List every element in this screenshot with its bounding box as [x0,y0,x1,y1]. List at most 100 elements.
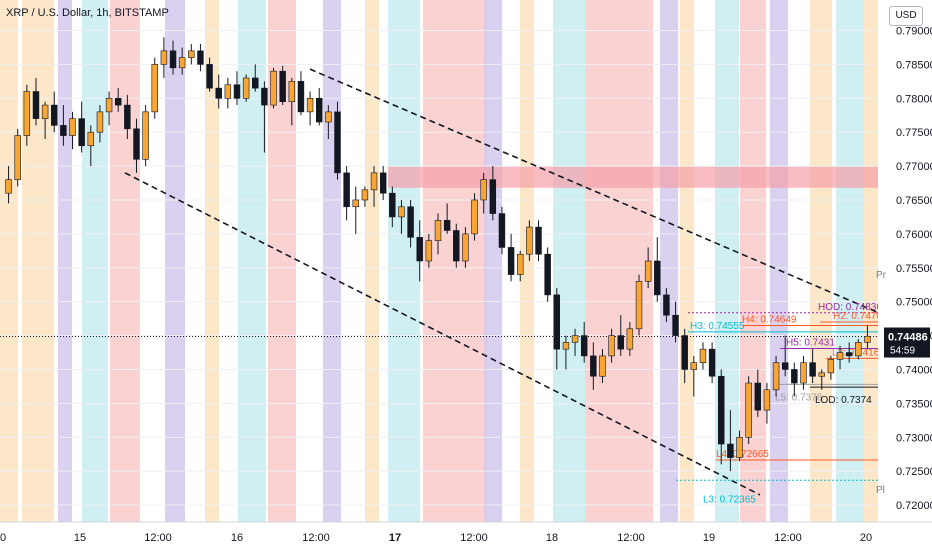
session-band [836,0,864,522]
candle-bear [708,348,716,377]
candle-bull [772,362,780,391]
time-tick-label: 20 [860,532,872,544]
candle-bear [498,213,506,248]
channel-lower-line [124,172,761,496]
session-band [82,0,108,522]
time-tick-label: 12:00 [460,532,488,544]
candle-bear [535,226,542,255]
price-tick-label: 0.73000 [896,432,932,444]
candle-bear [169,50,177,69]
candle-bear [617,335,624,350]
candle-bull [526,226,533,255]
candle-bear [78,118,85,147]
candle-bear [681,335,688,370]
level-label-l3: L3: 0.72365 [703,494,756,505]
candle-bear [124,104,131,130]
candle-bull [608,335,615,357]
time-tick-label: 12:00 [617,532,645,544]
candle-bull [864,335,871,343]
price-tick-label: 0.73500 [896,398,932,410]
price-tick-label: 0.72500 [896,466,932,478]
price-axis-bg [878,0,932,550]
candle-bull [836,352,844,360]
candle-bear [206,64,213,89]
candle-bear [60,125,67,136]
session-band [680,0,694,522]
candle-bull [855,342,862,357]
candle-bear [343,172,350,208]
candle-bear [544,253,551,296]
candle-bull [434,220,442,241]
candle-bull [14,135,21,180]
candle-bull [325,111,332,123]
currency-button[interactable]: USD [889,6,923,26]
session-band [864,0,878,522]
session-band [520,0,534,522]
current-price-tag [884,327,930,358]
candle-bull [626,328,634,350]
candle-bear [590,355,597,377]
price-tick-label: 0.77000 [896,161,932,173]
time-axis[interactable]: 00 15 12:00 16 12:00 17 12:00 18 12:00 19 12:00 20 [0,521,932,550]
candle-bull [361,189,369,201]
level-label-h3: H3: 0.74555 [690,321,745,332]
candle-bull [242,77,250,99]
time-tick-label: 15 [74,532,86,544]
level-label-lod: LOD: 0.7374 [815,395,872,406]
candle-bull [306,97,314,113]
candle-bear [114,97,122,106]
time-tick-label: 12:00 [144,532,172,544]
candle-bull [23,91,31,136]
candlesticks [5,37,871,472]
candle-bear [718,375,725,445]
candle-bull [352,199,359,208]
candle-bull [41,104,49,119]
time-tick-label: 16 [231,532,243,544]
candle-bear [133,128,140,160]
time-tick-label: 17 [389,532,401,544]
candle-bear [215,87,222,99]
candle-bear [334,111,341,174]
candle-bull [562,342,570,350]
time-tick-label: 00 [0,532,6,544]
price-tick-label: 0.74000 [896,364,932,376]
session-band [0,0,18,522]
level-label-h2: H2: 0.7470 [833,311,882,322]
candle-bull [699,348,707,363]
price-tick-label: 0.72000 [896,500,932,512]
candle-bull [635,281,643,330]
candle-bull [105,97,113,113]
time-tick-label: 12:00 [774,532,802,544]
candle-bull [517,253,524,275]
candle-bear [416,236,423,262]
candle-bear [845,352,853,357]
price-axis[interactable]: 0.79000 0.78500 0.78000 0.77500 0.77000 0.765… [876,0,932,550]
candle-bull [736,436,743,458]
candle-bear [233,84,241,99]
grid [0,30,878,506]
candle-bull [160,50,168,65]
level-label-h4: H4: 0.74649 [742,314,797,325]
candle-bull [480,179,487,201]
candle-bull [425,240,433,262]
session-band [585,0,653,522]
price-tick-label: 0.76500 [896,195,932,207]
session-band [205,0,219,522]
candle-bull [151,64,158,113]
candle-bull [87,131,95,147]
candle-bull [142,111,149,160]
candle-bull [763,389,771,411]
candle-bear [315,97,323,123]
session-band [770,0,788,522]
candle-bear [279,70,286,102]
session-band [110,0,140,522]
candle-bear [443,220,451,231]
candle-bear [553,294,561,350]
candle-bull [644,260,652,282]
session-band [484,0,502,522]
price-tick-label: 0.79000 [896,26,932,38]
price-tick-label: 0.75000 [896,297,932,309]
candle-bear [809,362,816,377]
